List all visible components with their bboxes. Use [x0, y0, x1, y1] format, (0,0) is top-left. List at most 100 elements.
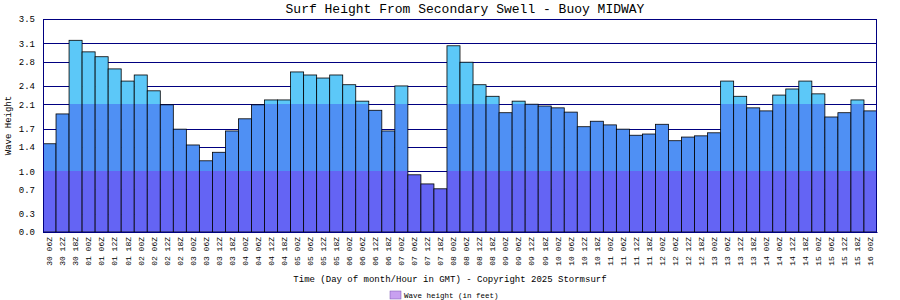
x-tick: 08 06Z	[462, 232, 471, 266]
y-tick: 2.1	[19, 101, 43, 111]
grid-line	[43, 232, 877, 233]
x-tick: 12 06Z	[671, 232, 680, 266]
grid	[43, 20, 877, 233]
x-tick: 30 12Z	[58, 232, 67, 266]
x-tick-label: 11 18Z	[645, 237, 654, 266]
bar	[525, 104, 538, 232]
x-tick: 14 12Z	[788, 232, 797, 266]
x-tick: 01 12Z	[110, 232, 119, 266]
x-tick-label: 08 00Z	[449, 237, 458, 266]
x-tick: 15 12Z	[840, 232, 849, 266]
x-tick: 07 12Z	[423, 232, 432, 266]
x-tick-label: 13 00Z	[710, 237, 719, 266]
x-tick-label: 08 12Z	[475, 237, 484, 266]
x-tick: 10 18Z	[593, 232, 602, 266]
bar	[121, 81, 134, 232]
x-tick: 04 18Z	[280, 232, 289, 266]
bar	[343, 85, 356, 232]
background	[0, 0, 900, 300]
x-tick-label: 04 06Z	[254, 237, 263, 266]
plot-frame	[44, 20, 877, 233]
x-tick-label: 04 12Z	[267, 237, 276, 266]
bar	[82, 52, 95, 232]
y-tick-label: 1.7	[19, 125, 35, 135]
x-tick: 12 00Z	[658, 232, 667, 266]
bar	[160, 105, 173, 232]
x-tick: 05 12Z	[319, 232, 328, 266]
x-tick: 13 06Z	[723, 232, 732, 266]
x-tick: 07 06Z	[410, 232, 419, 266]
x-tick-label: 11 12Z	[632, 237, 641, 266]
x-axis-title: Time (Day of month/Hour in GMT) - Copyri…	[293, 275, 606, 285]
x-tick: 11 00Z	[606, 232, 615, 266]
bar	[173, 129, 186, 232]
bar	[317, 78, 330, 232]
x-tick-label: 15 00Z	[814, 237, 823, 266]
x-tick-label: 03 18Z	[228, 237, 237, 266]
bar	[421, 184, 434, 232]
bar	[838, 113, 851, 232]
bar	[382, 131, 395, 232]
y-tick: 2.4	[19, 82, 43, 92]
x-tick: 15 06Z	[827, 232, 836, 266]
x-tick: 02 18Z	[176, 232, 185, 266]
bar	[642, 134, 655, 232]
bar	[408, 175, 421, 232]
bar	[330, 75, 343, 232]
x-tick-label: 15 12Z	[840, 237, 849, 266]
bar	[669, 141, 682, 232]
x-tick: 16 00Z	[866, 232, 875, 266]
bar	[304, 75, 317, 232]
x-tick-label: 02 12Z	[163, 237, 172, 266]
x-tick-label: 14 12Z	[788, 237, 797, 266]
x-tick: 15 18Z	[853, 232, 862, 266]
x-tick: 11 12Z	[632, 232, 641, 266]
x-tick: 06 12Z	[371, 232, 380, 266]
x-tick-label: 10 00Z	[554, 237, 563, 266]
bar	[147, 91, 160, 232]
x-tick-label: 06 18Z	[384, 237, 393, 266]
x-tick: 30 06Z	[45, 232, 54, 266]
x-tick-label: 09 12Z	[527, 237, 536, 266]
bar	[864, 111, 877, 232]
x-tick: 14 18Z	[801, 232, 810, 266]
x-tick-label: 06 00Z	[345, 237, 354, 266]
x-tick-label: 02 06Z	[150, 237, 159, 266]
y-tick-label: 3.1	[19, 40, 35, 50]
x-tick-label: 07 00Z	[397, 237, 406, 266]
bar	[43, 144, 56, 232]
bar	[56, 114, 69, 232]
y-tick-label: 1.4	[19, 143, 35, 153]
x-tick-label: 10 06Z	[567, 237, 576, 266]
x-tick: 07 18Z	[436, 232, 445, 266]
x-tick-label: 14 06Z	[775, 237, 784, 266]
x-tick-label: 09 18Z	[541, 237, 550, 266]
bar	[291, 72, 304, 232]
bar	[499, 113, 512, 232]
title: Surf Height From Secondary Swell - Buoy …	[286, 2, 645, 17]
bar	[278, 100, 291, 232]
x-tick: 11 18Z	[645, 232, 654, 266]
bar	[473, 85, 486, 232]
bar	[199, 161, 212, 232]
bar	[564, 112, 577, 232]
bar	[799, 81, 812, 232]
x-tick: 03 00Z	[189, 232, 198, 266]
x-tick: 08 18Z	[488, 232, 497, 266]
x-tick: 05 18Z	[332, 232, 341, 266]
bar	[538, 106, 551, 232]
y-tick-label: 2.4	[19, 82, 35, 92]
x-tick-label: 06 06Z	[358, 237, 367, 266]
y-tick-label: 2.8	[19, 58, 35, 68]
bar	[851, 100, 864, 232]
y-tick: 2.8	[19, 58, 43, 68]
x-tick-label: 13 18Z	[749, 237, 758, 266]
x-axis-line	[44, 232, 878, 233]
x-tick: 14 06Z	[775, 232, 784, 266]
bar	[134, 75, 147, 232]
x-tick: 09 06Z	[514, 232, 523, 266]
bar	[577, 127, 590, 232]
x-tick-label: 01 06Z	[97, 237, 106, 266]
x-tick-label: 02 00Z	[137, 237, 146, 266]
x-tick-label: 13 12Z	[736, 237, 745, 266]
